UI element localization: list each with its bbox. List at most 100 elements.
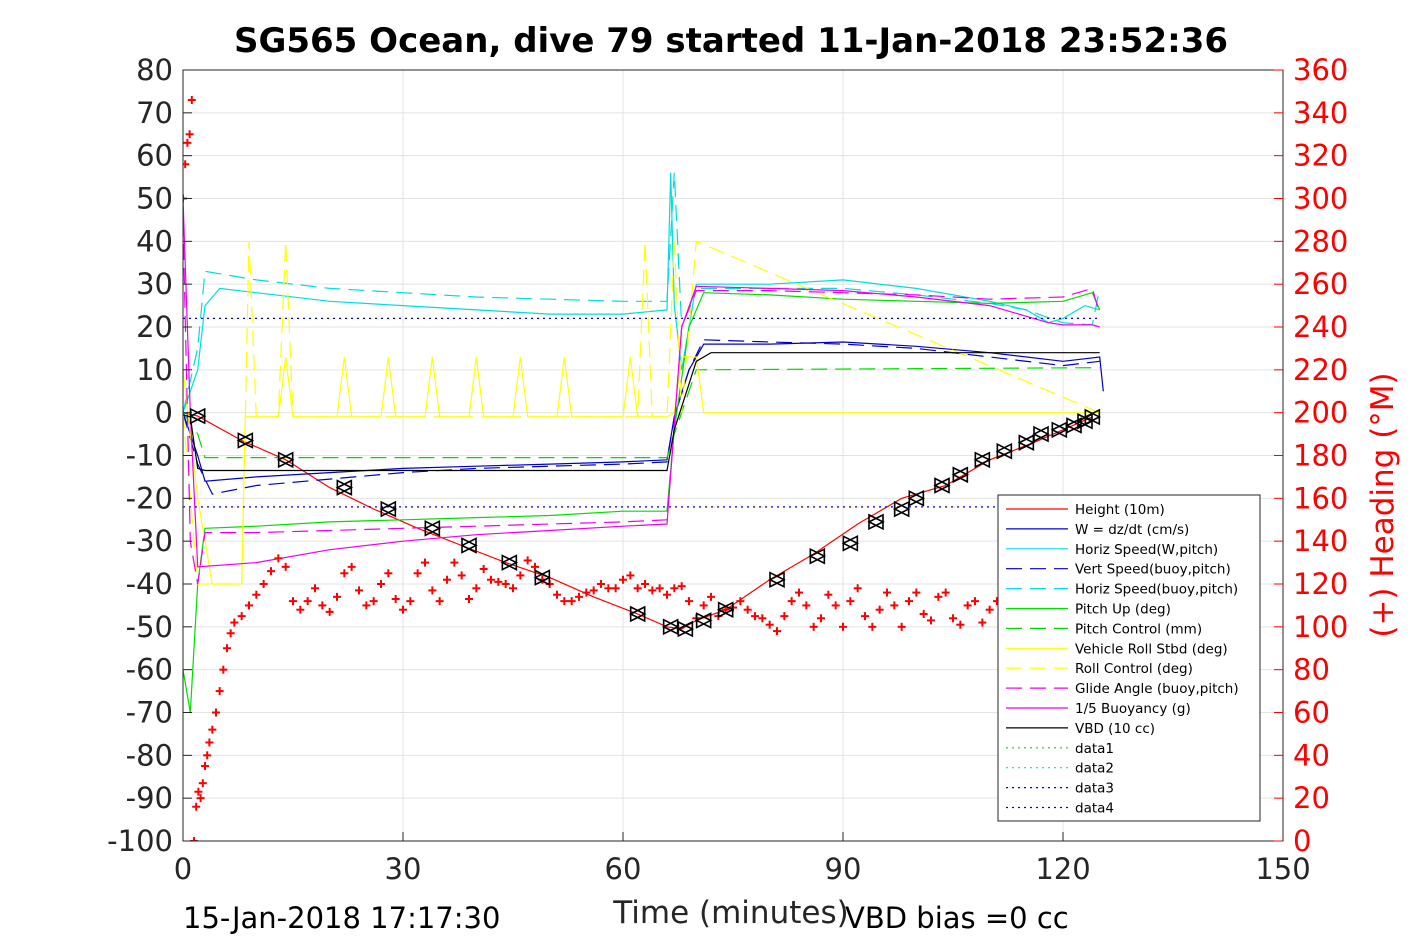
dive-marker <box>236 432 255 449</box>
x-axis-label: Time (minutes) <box>612 895 848 931</box>
heading-point <box>185 130 194 139</box>
right-tick-label: 80 <box>1293 653 1330 687</box>
heading-point <box>971 597 979 606</box>
heading-point <box>333 592 341 601</box>
y-tick-label: -10 <box>126 439 173 473</box>
right-tick-label: 320 <box>1293 139 1348 173</box>
right-tick-label: 240 <box>1293 310 1348 344</box>
heading-point <box>325 607 334 616</box>
heading-point <box>377 580 385 588</box>
legend-label: data1 <box>1075 741 1114 757</box>
dive-marker <box>995 442 1014 460</box>
x-tick-label: 60 <box>605 852 642 886</box>
heading-point <box>311 584 319 593</box>
heading-point <box>443 575 451 584</box>
legend-label: data3 <box>1075 781 1114 797</box>
legend-label: Glide Angle (buoy,pitch) <box>1075 681 1239 697</box>
right-tick-label: 360 <box>1293 53 1348 87</box>
heading-point <box>347 562 356 571</box>
heading-point <box>194 787 203 796</box>
right-tick-label: 60 <box>1293 696 1330 730</box>
legend-item: data3 <box>1006 781 1114 797</box>
tick-labels: 0 30 60 90 120 15080706050403020100-10-20-30-… <box>107 53 1348 886</box>
heading-point <box>963 601 972 610</box>
dive-marker <box>1065 417 1083 434</box>
dive-marker <box>768 571 786 589</box>
heading-point <box>648 586 657 595</box>
y-tick-label: 10 <box>136 353 173 387</box>
heading-point <box>406 597 415 606</box>
heading-point <box>611 584 620 593</box>
heading-point <box>487 575 495 584</box>
heading-point <box>413 569 422 578</box>
right-tick-label: 100 <box>1293 610 1348 644</box>
heading-point <box>597 580 605 588</box>
y-tick-label: 40 <box>136 224 173 258</box>
y-tick-label: -20 <box>126 481 173 515</box>
x-tick-label: 120 <box>1035 852 1090 886</box>
series-line <box>183 240 1100 585</box>
heading-point <box>824 590 833 599</box>
right-tick-label: 260 <box>1293 267 1348 301</box>
dive-marker <box>1083 408 1102 426</box>
heading-point <box>196 794 205 803</box>
heading-point <box>736 597 745 606</box>
heading-point <box>978 618 987 627</box>
heading-point <box>758 614 767 623</box>
heading-point <box>190 837 198 841</box>
legend-item: Horiz Speed(buoy,pitch) <box>1006 582 1238 598</box>
heading-point <box>956 620 965 629</box>
right-axis-label: (+) Heading (°M) <box>1365 372 1401 637</box>
heading-point <box>934 592 943 601</box>
legend-label: Pitch Up (deg) <box>1075 602 1171 618</box>
right-tick-label: 280 <box>1293 224 1348 258</box>
heading-point <box>465 594 473 603</box>
heading-point <box>927 616 935 625</box>
heading-point <box>633 584 642 593</box>
dive-marker <box>628 605 647 623</box>
heading-point <box>831 601 840 610</box>
dive-marker <box>335 479 354 496</box>
series-line <box>183 341 1104 482</box>
y-tick-label: 0 <box>155 396 173 430</box>
series-line <box>183 339 1100 495</box>
legend-label: Horiz Speed(buoy,pitch) <box>1075 582 1238 598</box>
heading-point <box>245 601 253 610</box>
heading-point <box>208 725 217 734</box>
dive-marker <box>379 500 398 518</box>
y-tick-label: 30 <box>136 267 173 301</box>
heading-point <box>751 612 759 621</box>
dive-marker <box>951 466 970 484</box>
x-tick-label: 150 <box>1255 852 1310 886</box>
y-tick-label: -30 <box>126 524 173 558</box>
heading-point <box>699 601 708 610</box>
y-tick-label: -40 <box>126 567 173 601</box>
dive-marker <box>933 477 951 494</box>
heading-point <box>384 569 393 578</box>
legend-item: Vehicle Roll Stbd (deg) <box>1006 641 1228 657</box>
heading-point <box>296 605 305 614</box>
heading-point <box>192 802 201 811</box>
heading-point <box>259 580 268 588</box>
heading-point <box>355 586 363 595</box>
heading-point <box>795 588 803 597</box>
heading-point <box>237 612 246 621</box>
legend-label: Pitch Control (mm) <box>1075 621 1202 637</box>
heading-point <box>619 575 627 584</box>
right-tick-label: 180 <box>1293 439 1348 473</box>
heading-point <box>560 597 569 606</box>
heading-layer <box>183 95 1001 841</box>
dive-marker <box>423 520 442 537</box>
heading-point <box>839 622 847 631</box>
heading-point <box>523 556 532 565</box>
legend-item: data1 <box>1006 741 1114 757</box>
dive-marker <box>892 500 911 518</box>
heading-point <box>626 571 635 580</box>
y-tick-label: 50 <box>136 182 173 216</box>
right-tick-label: 300 <box>1293 182 1348 216</box>
heading-point <box>457 571 466 580</box>
right-tick-label: 40 <box>1293 738 1330 772</box>
y-tick-label: 80 <box>136 53 173 87</box>
legend-item: Pitch Up (deg) <box>1006 602 1171 618</box>
